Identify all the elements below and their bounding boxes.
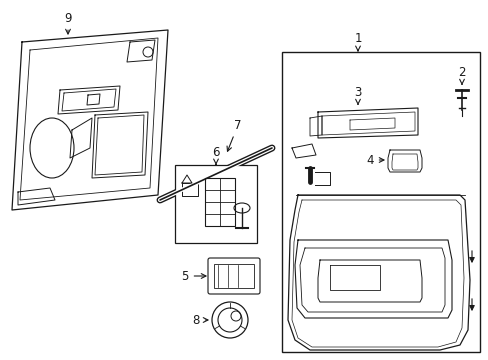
- Text: 8: 8: [192, 314, 207, 327]
- Text: 7: 7: [226, 118, 241, 151]
- Text: 3: 3: [354, 86, 361, 104]
- Text: 1: 1: [353, 32, 361, 51]
- Bar: [214, 264, 253, 288]
- Text: 5: 5: [181, 270, 205, 283]
- Text: 4: 4: [366, 153, 383, 166]
- Bar: [175, 165, 257, 243]
- Text: 9: 9: [64, 12, 72, 34]
- Bar: [204, 178, 235, 226]
- Text: 6: 6: [212, 145, 219, 164]
- Bar: [282, 52, 479, 352]
- Text: 2: 2: [457, 66, 465, 84]
